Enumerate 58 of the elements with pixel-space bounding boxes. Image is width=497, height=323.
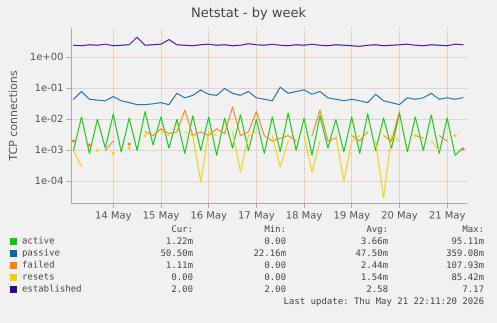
text: 0.00	[264, 273, 286, 283]
x-tick-label: 18 May	[286, 210, 322, 222]
x-tick-label: 21 May	[428, 210, 466, 222]
text: 1.54m	[360, 273, 388, 283]
text: Min:	[264, 225, 286, 235]
text: 359.08m	[446, 249, 484, 259]
text: 107.93m	[446, 261, 484, 271]
legend-label: failed	[22, 260, 55, 270]
text: 1.11m	[166, 261, 193, 271]
point	[88, 143, 91, 146]
text: 3.66m	[360, 237, 388, 247]
point	[72, 140, 76, 143]
legend-label: passive	[22, 248, 60, 258]
text: 2.58	[366, 285, 388, 295]
x-tick-label: 17 May	[238, 210, 275, 222]
point	[128, 142, 131, 146]
x-tick-label: 16 May	[190, 210, 228, 222]
text: 47.50m	[355, 249, 388, 259]
point	[454, 134, 457, 138]
y-tick-label: 1e-03	[34, 144, 64, 156]
line-series	[73, 111, 464, 156]
point	[462, 148, 465, 151]
x-tick-label: 14 May	[94, 210, 132, 222]
text: 2.00	[264, 285, 286, 295]
text: 85.42m	[451, 273, 484, 283]
y-axis-title: TCP connections	[7, 70, 20, 162]
y-tick-label: 1e+00	[30, 52, 64, 64]
legend-label: active	[22, 236, 55, 246]
chart-title: Netstat - by week	[191, 6, 306, 21]
text: 2.44m	[360, 261, 388, 271]
point	[144, 134, 147, 138]
line-series	[73, 36, 464, 47]
text: 0.00	[264, 237, 286, 247]
y-tick-label: 1e-01	[34, 82, 64, 94]
text: 22.16m	[253, 249, 286, 259]
x-tick-label: 19 May	[333, 210, 370, 222]
text: 50.50m	[160, 249, 193, 259]
text: 1.22m	[166, 237, 193, 247]
text: Max:	[462, 225, 484, 235]
text: 0.00	[171, 273, 193, 283]
text: Cur:	[171, 225, 193, 235]
text: Last update: Thu May 21 22:11:20 2026	[284, 297, 484, 307]
legend-label: resets	[22, 272, 55, 282]
point	[112, 152, 115, 155]
y-tick-label: 1e-02	[34, 114, 64, 125]
point	[414, 134, 417, 138]
point	[128, 146, 131, 150]
x-tick-label: 20 May	[381, 210, 418, 222]
text: 0.00	[264, 261, 286, 271]
x-tick-label: 15 May	[142, 210, 180, 222]
text: Avg:	[366, 225, 388, 235]
point	[96, 148, 99, 152]
y-tick-label: 1e-04	[34, 176, 64, 187]
text: 2.00	[171, 285, 193, 295]
text: 7.17	[462, 285, 484, 295]
text: 95.11m	[451, 237, 484, 247]
line-series	[73, 86, 464, 106]
legend-label: established	[22, 284, 82, 294]
